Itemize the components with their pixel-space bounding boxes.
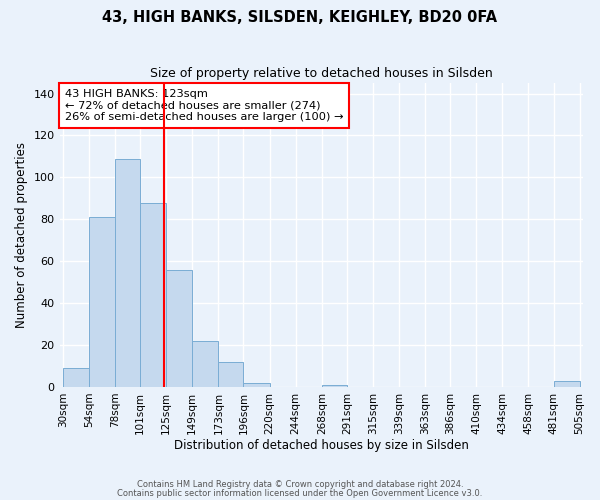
Bar xyxy=(63,368,89,387)
Bar xyxy=(218,362,244,387)
Bar xyxy=(322,385,347,387)
Text: Contains public sector information licensed under the Open Government Licence v3: Contains public sector information licen… xyxy=(118,489,482,498)
Text: 43 HIGH BANKS: 123sqm
← 72% of detached houses are smaller (274)
26% of semi-det: 43 HIGH BANKS: 123sqm ← 72% of detached … xyxy=(65,89,343,122)
Text: Contains HM Land Registry data © Crown copyright and database right 2024.: Contains HM Land Registry data © Crown c… xyxy=(137,480,463,489)
Bar xyxy=(244,383,269,387)
Bar xyxy=(140,202,166,387)
Text: 43, HIGH BANKS, SILSDEN, KEIGHLEY, BD20 0FA: 43, HIGH BANKS, SILSDEN, KEIGHLEY, BD20 … xyxy=(103,10,497,25)
Bar xyxy=(192,341,218,387)
Bar xyxy=(115,158,140,387)
Bar xyxy=(554,380,580,387)
Title: Size of property relative to detached houses in Silsden: Size of property relative to detached ho… xyxy=(150,68,493,80)
Bar xyxy=(89,217,115,387)
X-axis label: Distribution of detached houses by size in Silsden: Distribution of detached houses by size … xyxy=(174,440,469,452)
Y-axis label: Number of detached properties: Number of detached properties xyxy=(15,142,28,328)
Bar xyxy=(166,270,192,387)
